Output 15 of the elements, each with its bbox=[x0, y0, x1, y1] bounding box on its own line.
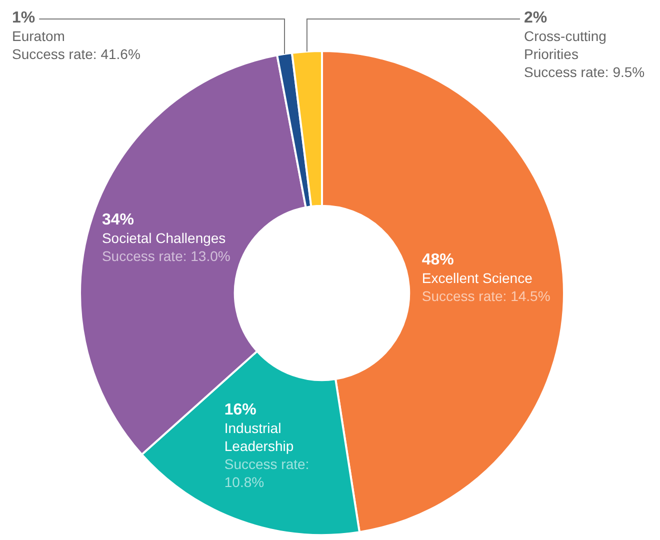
slice-label: Euratom bbox=[12, 28, 65, 44]
slice-label: Societal Challenges bbox=[102, 230, 226, 246]
text: Success rate: 9.5% bbox=[524, 64, 645, 80]
text: Success rate: 10.8% bbox=[224, 456, 310, 490]
text: Success rate: 13.0% bbox=[102, 248, 230, 264]
text: Success rate: 41.6% bbox=[12, 46, 140, 62]
data-label: 48% bbox=[422, 252, 454, 269]
data-label: 34% bbox=[102, 212, 134, 229]
data-label: 1% bbox=[12, 9, 36, 26]
slice-label: Industrial Leadership bbox=[224, 420, 294, 454]
slice-label: Excellent Science bbox=[422, 270, 533, 286]
text: Success rate: 14.5% bbox=[422, 288, 550, 304]
data-label: 16% bbox=[224, 401, 256, 418]
data-label: 2% bbox=[524, 9, 548, 26]
slice-label: Cross-cutting Priorities bbox=[524, 28, 606, 62]
